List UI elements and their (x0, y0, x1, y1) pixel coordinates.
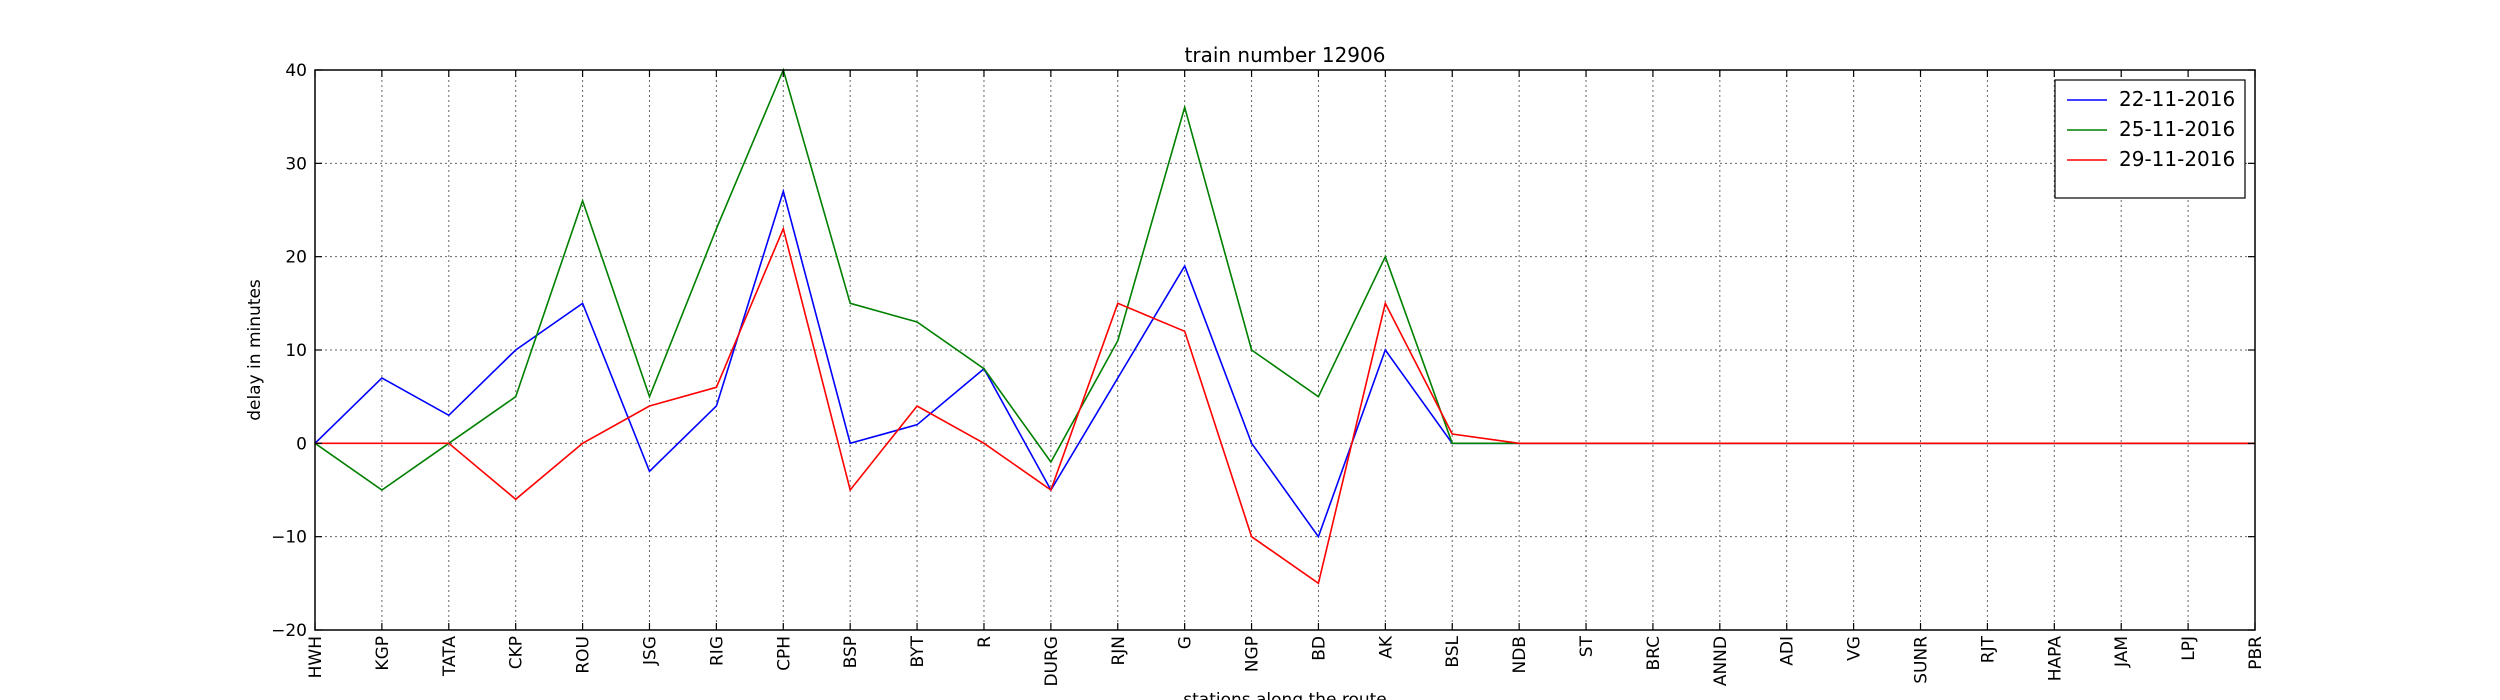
chart-title: train number 12906 (1185, 43, 1386, 67)
x-tick-label: HWH (306, 636, 326, 678)
x-tick-label: BSL (1443, 635, 1463, 667)
x-tick-label: NGP (1243, 636, 1263, 672)
y-axis-ticks: −20 −10 0 10 20 30 40 (271, 61, 2255, 641)
x-tick-label: PBR (2246, 636, 2266, 670)
x-tick-label: JSG (640, 636, 660, 666)
grid-layer (314, 69, 2256, 631)
series-line-25-11-2016 (314, 67, 2255, 491)
x-tick-label: ADI (1778, 636, 1798, 666)
x-tick-label: TATA (440, 636, 460, 677)
x-tick-label: JAM (2112, 636, 2132, 668)
y-tick-label: −10 (271, 528, 307, 548)
y-tick-label: 30 (285, 154, 307, 174)
x-tick-label: LPJ (2179, 636, 2199, 661)
x-tick-label: ROU (574, 636, 594, 674)
legend-entry: 29-11-2016 (2119, 147, 2235, 171)
x-tick-label: RJT (1978, 635, 1998, 663)
y-axis-label: delay in minutes (245, 279, 265, 421)
x-axis-ticks: HWH KGP TATA CKP ROU JSG RIG CPH BSP BYT R DURG RJN G… (306, 70, 2266, 687)
series-line-22-11-2016 (314, 188, 2255, 539)
x-tick-label: BD (1309, 636, 1329, 661)
x-tick-label: CPH (774, 636, 794, 671)
y-tick-label: 0 (296, 434, 307, 454)
y-tick-label: 40 (285, 61, 307, 81)
x-tick-label: BSP (841, 636, 861, 668)
legend-entry: 25-11-2016 (2119, 117, 2235, 141)
x-tick-label: BRC (1644, 636, 1664, 671)
y-tick-label: 10 (285, 341, 307, 361)
x-tick-label: SUNR (1912, 636, 1932, 684)
x-tick-label: KGP (373, 636, 393, 671)
x-tick-label: AK (1376, 635, 1396, 659)
x-tick-label: G (1176, 636, 1196, 649)
x-tick-label: CKP (507, 636, 527, 669)
x-tick-label: DURG (1042, 636, 1062, 687)
x-tick-label: BYT (908, 635, 928, 667)
x-tick-label: ST (1577, 635, 1597, 657)
x-tick-label: R (975, 636, 995, 648)
series-layer (314, 67, 2255, 585)
x-tick-label: ANND (1711, 636, 1731, 686)
x-axis-label: stations along the route (1183, 690, 1387, 700)
x-tick-label: VG (1845, 636, 1865, 661)
legend-entry: 22-11-2016 (2119, 87, 2235, 111)
y-tick-label: 20 (285, 248, 307, 268)
x-tick-label: NDB (1510, 636, 1530, 673)
x-tick-label: RIG (707, 636, 727, 666)
x-tick-label: RJN (1109, 636, 1129, 666)
x-tick-label: HAPA (2045, 636, 2065, 682)
y-tick-label: −20 (271, 621, 307, 641)
series-line-29-11-2016 (315, 226, 2255, 585)
legend: 22-11-2016 25-11-2016 29-11-2016 (2054, 79, 2246, 199)
